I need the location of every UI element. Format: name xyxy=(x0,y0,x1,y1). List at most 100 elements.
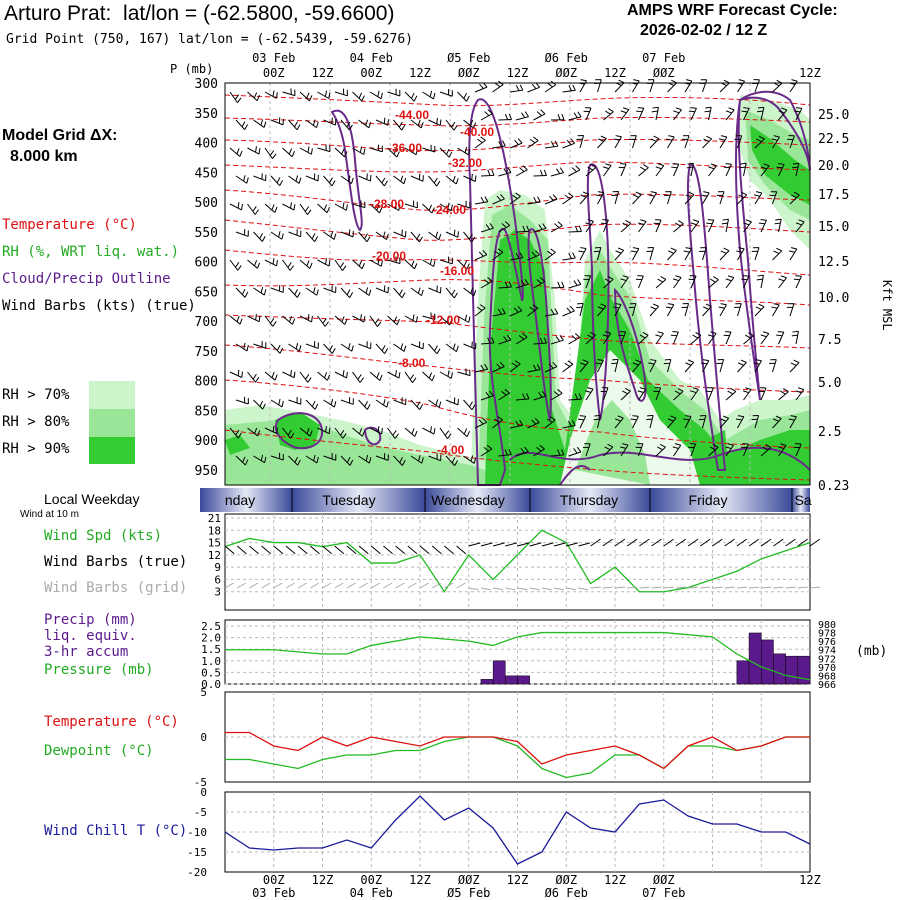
barb-flag xyxy=(707,219,714,221)
barb-flag xyxy=(632,362,639,366)
barb-staff xyxy=(708,219,715,233)
barb-staff xyxy=(772,250,783,261)
barb-flag xyxy=(576,306,583,309)
wind-barb xyxy=(247,427,261,437)
barb-flag xyxy=(547,82,553,88)
barb-flag xyxy=(706,135,712,140)
temperature-contour-labels: -44.00 -40.00 -36.00 -32.00 -28.00 -24.0… xyxy=(370,108,494,457)
barb-flag xyxy=(637,222,644,226)
wind-barb-true xyxy=(468,542,481,547)
wind-barb-true xyxy=(492,542,505,547)
barb-flag xyxy=(377,258,380,265)
barb-staff xyxy=(620,390,631,401)
barb-flag xyxy=(797,387,804,391)
barb-staff xyxy=(492,251,504,261)
wind-barb-true xyxy=(578,542,591,547)
wind-barb xyxy=(544,308,559,317)
barb-flag xyxy=(366,403,371,410)
barb-flag xyxy=(502,140,506,147)
barb-flag xyxy=(577,418,585,421)
barb-flag xyxy=(677,387,684,392)
barb-flag xyxy=(559,167,564,173)
wind-barb xyxy=(247,203,260,215)
barb-staff xyxy=(305,287,318,296)
barb-flag xyxy=(236,148,240,155)
hour-tick: ØØZ xyxy=(555,873,577,887)
wind-barb xyxy=(741,107,750,121)
barb-flag xyxy=(261,235,266,242)
barb-flag xyxy=(237,265,242,271)
barb-staff xyxy=(725,109,735,121)
barb-flag xyxy=(508,448,512,455)
wind-barb-true xyxy=(309,545,320,555)
wind-barb xyxy=(771,303,780,317)
barb-staff xyxy=(597,360,604,373)
barb-staff xyxy=(428,455,441,462)
barb-flag xyxy=(531,419,537,425)
barb-staff xyxy=(463,287,475,297)
barb-staff xyxy=(288,175,300,184)
pressure-tick: 850 xyxy=(195,404,218,419)
wind-barb xyxy=(480,337,495,345)
barb-flag xyxy=(792,166,799,169)
barb-flag xyxy=(675,275,682,278)
wind-barb-grid xyxy=(505,587,516,591)
wind-barb xyxy=(618,163,627,177)
wind-barb xyxy=(568,165,581,177)
barb-flag xyxy=(720,418,727,422)
wind-barb xyxy=(463,119,477,129)
barb-staff xyxy=(725,164,732,177)
barb-flag xyxy=(553,391,560,396)
barb-flag xyxy=(794,110,801,113)
barb-flag xyxy=(554,140,559,147)
precip-bar xyxy=(761,639,774,685)
barb-flag xyxy=(333,401,337,408)
barb-staff xyxy=(515,283,529,289)
height-tick: 10.0 xyxy=(818,291,849,306)
accum-label: 3-hr accum xyxy=(44,644,129,660)
barb-staff xyxy=(375,175,385,187)
barb-staff xyxy=(463,455,475,464)
barb-staff xyxy=(270,231,283,240)
barb-flag xyxy=(780,443,787,446)
barb-flag xyxy=(685,79,693,82)
barb-staff xyxy=(439,147,450,158)
barb-flag xyxy=(778,163,785,165)
barb-flag xyxy=(579,415,586,417)
wind-barb xyxy=(270,285,284,293)
barb-staff xyxy=(638,107,645,121)
barb-flag xyxy=(548,363,554,369)
barb-staff xyxy=(375,455,389,461)
wind-barb xyxy=(602,163,612,177)
wind-barb-true xyxy=(797,538,808,547)
barb-flag xyxy=(504,281,509,288)
barb-flag xyxy=(617,247,624,251)
barb-flag xyxy=(293,371,296,378)
barb-flag xyxy=(246,177,249,184)
wind-barb xyxy=(655,276,667,289)
wind-barb-grid xyxy=(236,582,247,589)
wind-barb xyxy=(686,162,694,177)
wind-barb-true xyxy=(224,545,235,555)
barb-flag xyxy=(672,446,679,449)
barb-flag xyxy=(453,124,458,131)
wind-barb xyxy=(583,275,592,289)
wind-barb xyxy=(702,303,712,317)
temperature-panel: 50-5 xyxy=(194,686,811,789)
barb-flag xyxy=(580,79,587,82)
legend-cloud: Cloud/Precip Outline xyxy=(2,271,171,287)
wind-barb xyxy=(706,219,715,233)
barb-flag xyxy=(451,121,456,128)
barb-staff xyxy=(282,371,295,379)
wind-barb-true xyxy=(370,545,381,555)
wind-barb xyxy=(253,399,266,410)
barb-flag xyxy=(339,262,345,268)
wind-barb xyxy=(492,308,506,317)
barb-flag xyxy=(237,369,240,376)
temp-label: -28.00 xyxy=(370,197,404,211)
barb-staff xyxy=(457,203,471,209)
barb-staff xyxy=(544,145,558,149)
barb-flag xyxy=(348,343,351,350)
barb-staff xyxy=(708,446,719,457)
